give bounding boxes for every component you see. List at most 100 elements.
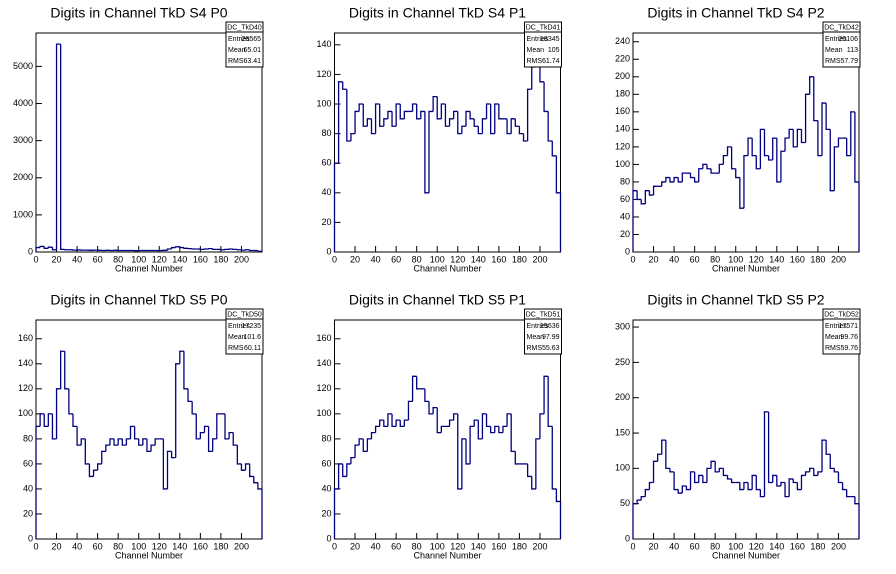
panel-title: Digits in Channel TkD S5 P2 xyxy=(647,292,824,308)
stats-name: DC_TkD52 xyxy=(824,311,859,318)
histogram-bin xyxy=(551,426,557,490)
histogram-bin xyxy=(212,248,217,251)
histogram-bin xyxy=(640,199,646,205)
stats-value: 113 xyxy=(847,47,858,54)
stats-box xyxy=(524,21,562,68)
stats-box xyxy=(225,21,264,68)
histogram-bin xyxy=(767,155,773,161)
histogram-bin xyxy=(489,426,495,434)
histogram-bin xyxy=(833,146,839,191)
histogram-bin xyxy=(846,489,851,498)
histogram-bin xyxy=(821,102,827,156)
y-tick-label: 120 xyxy=(316,69,331,79)
histogram-bin xyxy=(780,481,786,487)
histogram-bin xyxy=(84,438,90,465)
panel: Digits in Channel TkD S4 P2 0 20 40 60 80 100 1… xyxy=(615,5,861,273)
x-tick-label: 180 xyxy=(810,541,825,551)
histogram-bin xyxy=(665,176,670,182)
histogram-bin xyxy=(494,425,499,433)
x-tick-label: 60 xyxy=(93,541,103,551)
x-tick-label: 40 xyxy=(669,254,679,264)
histogram-bin xyxy=(105,444,110,452)
stats-label: Entries xyxy=(527,323,549,330)
histogram-bin xyxy=(710,460,716,469)
y-tick-label: 160 xyxy=(316,333,331,343)
x-tick-label: 200 xyxy=(234,254,249,264)
histogram-bin xyxy=(813,76,818,122)
histogram-bin xyxy=(677,489,683,494)
y-tick-label: 3000 xyxy=(13,135,33,145)
x-tick-label: 40 xyxy=(371,541,381,551)
y-tick-label: 60 xyxy=(620,194,630,204)
x-tick-label: 40 xyxy=(72,254,82,264)
x-tick-label: 60 xyxy=(391,254,401,264)
histogram-bin xyxy=(109,438,115,446)
x-tick-label: 60 xyxy=(690,541,700,551)
x-tick-label: 100 xyxy=(728,541,743,551)
histogram-bin xyxy=(755,475,761,491)
histogram-bin xyxy=(547,376,553,428)
histogram-bin xyxy=(448,419,454,427)
histogram-bin xyxy=(485,413,491,428)
stats-value: 17571 xyxy=(839,323,859,330)
histogram-bin xyxy=(543,81,549,113)
histogram-bin xyxy=(726,146,732,156)
panel: Digits in Channel TkD S5 P0 0 20 40 60 80 100 1… xyxy=(18,292,264,560)
histogram-bin xyxy=(730,478,736,484)
histogram-bin xyxy=(780,150,786,182)
histogram-bin xyxy=(759,489,765,498)
histogram-bin xyxy=(792,129,798,148)
histogram-bin xyxy=(358,438,364,446)
histogram-bin xyxy=(739,177,744,209)
x-tick-label: 120 xyxy=(450,541,465,551)
y-tick-label: 250 xyxy=(615,357,630,367)
histogram-bin xyxy=(547,111,553,142)
histogram-bin xyxy=(681,485,687,494)
histogram-bin xyxy=(96,463,102,471)
histogram-bin xyxy=(506,413,512,427)
histogram-bin xyxy=(35,246,41,252)
frame xyxy=(334,319,561,540)
x-tick-label: 200 xyxy=(532,541,547,551)
histogram-bin xyxy=(203,425,209,433)
histogram-bin xyxy=(150,444,156,452)
x-tick-label: 0 xyxy=(332,254,337,264)
x-tick-label: 180 xyxy=(512,541,527,551)
x-axis-label: Channel Number xyxy=(712,550,780,560)
x-tick-label: 20 xyxy=(52,541,62,551)
panel: Digits in Channel TkD S5 P1 0 20 40 60 80 100 1… xyxy=(316,292,562,560)
histogram-bin xyxy=(420,110,425,119)
histogram-bin xyxy=(502,425,508,433)
x-tick-label: 80 xyxy=(113,254,123,264)
stats-label: Mean xyxy=(825,47,843,54)
y-tick-label: 80 xyxy=(23,433,33,443)
histogram-bin xyxy=(489,104,495,135)
histogram-bin xyxy=(362,104,368,127)
histogram-bin xyxy=(170,246,176,250)
y-tick-label: 100 xyxy=(615,159,630,169)
histogram-bin xyxy=(800,474,806,490)
histogram-bin xyxy=(837,137,843,147)
histogram-bin xyxy=(681,172,687,182)
histogram-bin xyxy=(759,128,765,169)
x-tick-label: 160 xyxy=(491,254,506,264)
histogram-bin xyxy=(817,120,823,157)
histogram-bin xyxy=(39,245,45,248)
y-tick-label: 0 xyxy=(326,533,331,543)
histogram-bin xyxy=(125,438,131,446)
frame xyxy=(632,319,860,540)
histogram-bin xyxy=(829,454,835,470)
x-axis-label: Channel Number xyxy=(413,550,481,560)
histogram-bin xyxy=(648,481,654,490)
stats-label: Entries xyxy=(527,36,549,43)
histogram-bin xyxy=(138,438,143,446)
x-tick-label: 180 xyxy=(810,254,825,264)
histogram-bin xyxy=(841,482,847,491)
x-axis-label: Channel Number xyxy=(712,263,780,273)
histogram-bin xyxy=(632,503,638,539)
x-tick-label: 200 xyxy=(831,541,846,551)
histogram-bin xyxy=(440,425,446,433)
x-tick-label: 40 xyxy=(371,254,381,264)
x-tick-label: 200 xyxy=(831,254,846,264)
histogram-bin xyxy=(337,81,343,164)
